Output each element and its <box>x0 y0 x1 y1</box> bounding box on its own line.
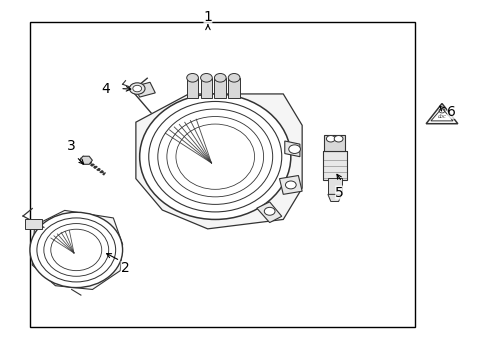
Ellipse shape <box>166 117 263 197</box>
Polygon shape <box>284 141 299 157</box>
Bar <box>134 82 155 97</box>
Circle shape <box>326 135 334 142</box>
Circle shape <box>228 73 240 82</box>
Polygon shape <box>136 94 302 229</box>
Polygon shape <box>430 108 452 121</box>
Text: 6: 6 <box>447 105 455 119</box>
Circle shape <box>285 181 296 189</box>
Polygon shape <box>80 156 92 164</box>
Bar <box>186 78 198 98</box>
Bar <box>200 78 212 98</box>
Circle shape <box>264 207 274 215</box>
Circle shape <box>214 73 225 82</box>
Polygon shape <box>32 210 122 289</box>
Circle shape <box>129 83 145 94</box>
Circle shape <box>200 73 212 82</box>
Circle shape <box>333 135 342 142</box>
Polygon shape <box>279 176 302 194</box>
Ellipse shape <box>44 224 108 276</box>
Polygon shape <box>256 202 281 222</box>
Polygon shape <box>425 104 457 124</box>
Text: 4: 4 <box>101 82 110 95</box>
Ellipse shape <box>37 218 116 282</box>
Bar <box>324 135 345 151</box>
Bar <box>30 22 414 327</box>
Text: abc: abc <box>437 114 446 119</box>
Polygon shape <box>327 194 341 202</box>
Bar <box>322 151 346 180</box>
Text: 1: 1 <box>203 10 212 24</box>
Text: 5: 5 <box>334 185 343 199</box>
Bar <box>25 219 41 229</box>
Text: 2: 2 <box>121 261 129 275</box>
Ellipse shape <box>30 212 122 288</box>
Circle shape <box>133 85 142 92</box>
Ellipse shape <box>176 124 254 189</box>
Circle shape <box>288 145 300 153</box>
Bar <box>327 178 341 194</box>
Ellipse shape <box>140 94 290 220</box>
Ellipse shape <box>148 102 281 212</box>
Ellipse shape <box>51 229 102 271</box>
Ellipse shape <box>158 109 272 204</box>
Circle shape <box>186 73 198 82</box>
Bar <box>228 78 240 98</box>
Bar <box>214 78 225 98</box>
Text: 3: 3 <box>67 139 76 153</box>
